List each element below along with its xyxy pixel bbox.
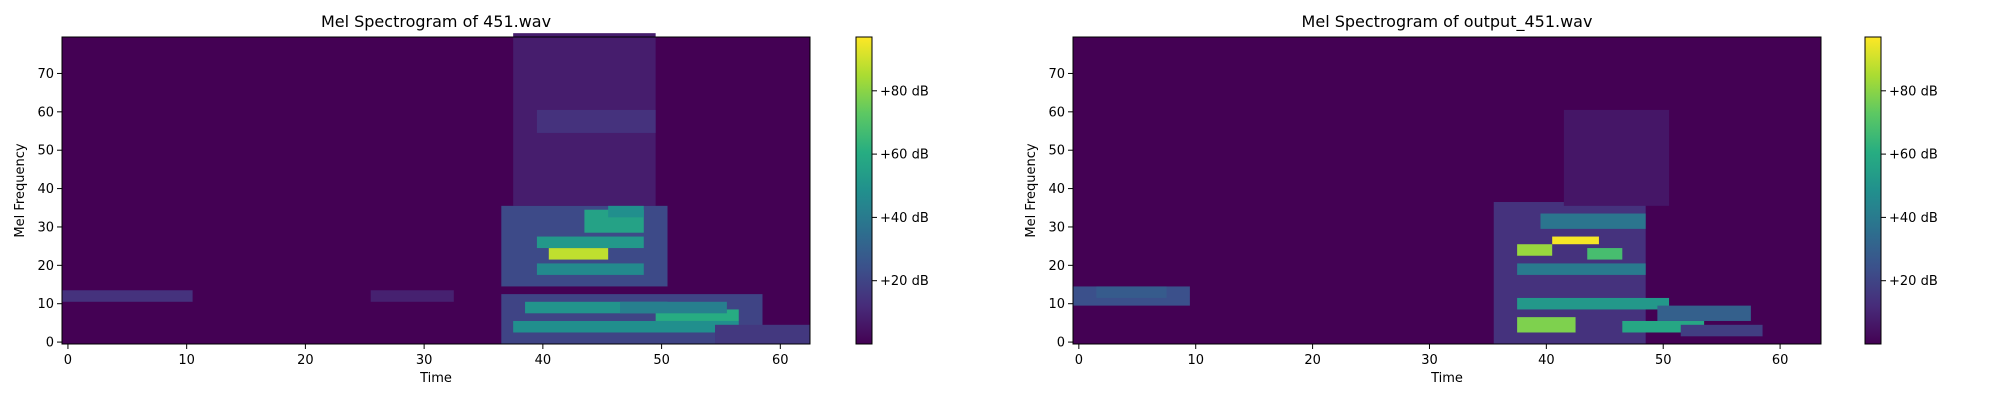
heatmap-background — [1073, 37, 1821, 344]
y-tick-label: 0 — [1057, 336, 1065, 351]
colorbar-tick-label: +60 dB — [1889, 148, 1938, 163]
x-tick-label: 50 — [653, 353, 670, 368]
heatmap-cell-region — [1657, 305, 1751, 321]
colorbar-tick-label: +20 dB — [1889, 274, 1938, 289]
y-tick-label: 10 — [37, 297, 54, 312]
y-tick-label: 50 — [37, 144, 54, 159]
colorbar — [855, 36, 873, 345]
colorbar-tick-label: +60 dB — [880, 148, 929, 163]
y-tick-label: 30 — [1048, 220, 1065, 235]
y-tick-label: 0 — [46, 336, 54, 351]
y-axis-label: Mel Frequency — [13, 143, 28, 237]
heatmap-cell-region — [1517, 317, 1576, 333]
heatmap-cell-region — [655, 309, 739, 321]
colorbar-tick-label: +40 dB — [880, 211, 929, 226]
heatmap-cell-region — [370, 290, 454, 302]
y-axis-label: Mel Frequency — [1024, 143, 1039, 237]
heatmap-cell-region — [608, 205, 644, 218]
y-tick-label: 20 — [37, 259, 54, 274]
heatmap-cell-region — [536, 109, 656, 133]
x-tick-label: 10 — [1187, 353, 1204, 368]
heatmap-cell-region — [1622, 320, 1705, 333]
x-tick-label: 40 — [535, 353, 552, 368]
axes-frame — [1072, 36, 1822, 345]
colorbar-tick-label: +80 dB — [880, 84, 929, 99]
colorbar — [1864, 36, 1882, 345]
axes-frame — [61, 36, 811, 345]
x-tick-label: 10 — [178, 353, 195, 368]
y-tick-label: 60 — [1048, 105, 1065, 120]
heatmap-cell-region — [1517, 263, 1646, 275]
heatmap-cell-region — [620, 301, 727, 314]
spectrogram-panel-left: Mel Spectrogram of 451.wav Time Mel Freq… — [13, 12, 929, 386]
y-tick-label: 40 — [1048, 182, 1065, 197]
heatmap-cell-region — [513, 320, 739, 333]
x-axis-label: Time — [419, 371, 452, 386]
heatmap-cell-region — [536, 263, 644, 275]
x-axis-label: Time — [1430, 371, 1463, 386]
y-tick-label: 70 — [37, 67, 54, 82]
y-tick-label: 20 — [1048, 259, 1065, 274]
heatmap-cell-region — [1517, 244, 1553, 256]
x-tick-label: 40 — [1538, 353, 1555, 368]
heatmap-cell-region — [1096, 286, 1167, 298]
colorbar-tick-label: +20 dB — [880, 274, 929, 289]
chart-title: Mel Spectrogram of output_451.wav — [1302, 12, 1593, 32]
heatmap-cell-region — [548, 248, 609, 260]
heatmap-cell-region — [1552, 236, 1599, 245]
colorbar-tick-label: +80 dB — [1889, 84, 1938, 99]
heatmap-cell-region — [1587, 248, 1623, 260]
x-tick-label: 20 — [1304, 353, 1321, 368]
y-tick-label: 10 — [1048, 297, 1065, 312]
heatmap-cell-region — [715, 324, 810, 344]
chart-title: Mel Spectrogram of 451.wav — [321, 12, 551, 31]
heatmap-cell-region — [525, 301, 668, 314]
x-tick-label: 30 — [1421, 353, 1438, 368]
x-tick-label: 0 — [1075, 353, 1083, 368]
heatmap-cell-region — [1563, 109, 1670, 206]
x-tick-label: 50 — [1655, 353, 1672, 368]
heatmap-cell-region — [1680, 324, 1763, 337]
heatmap-cell-region — [1517, 297, 1670, 310]
y-tick-label: 60 — [37, 105, 54, 120]
x-tick-label: 60 — [1772, 353, 1789, 368]
y-tick-label: 50 — [1048, 144, 1065, 159]
heatmap-cell-region — [536, 236, 644, 249]
heatmap-cell-region — [1540, 213, 1646, 229]
x-tick-label: 0 — [64, 353, 72, 368]
colorbar-tick-label: +40 dB — [1889, 211, 1938, 226]
spectrogram-panel-right: Mel Spectrogram of output_451.wav Time M… — [1024, 12, 1938, 386]
x-tick-label: 60 — [772, 353, 789, 368]
heatmap-cell-region — [62, 290, 193, 302]
y-tick-label: 70 — [1048, 67, 1065, 82]
x-tick-label: 20 — [297, 353, 314, 368]
y-tick-label: 40 — [37, 182, 54, 197]
y-tick-label: 30 — [37, 220, 54, 235]
x-tick-label: 30 — [416, 353, 433, 368]
